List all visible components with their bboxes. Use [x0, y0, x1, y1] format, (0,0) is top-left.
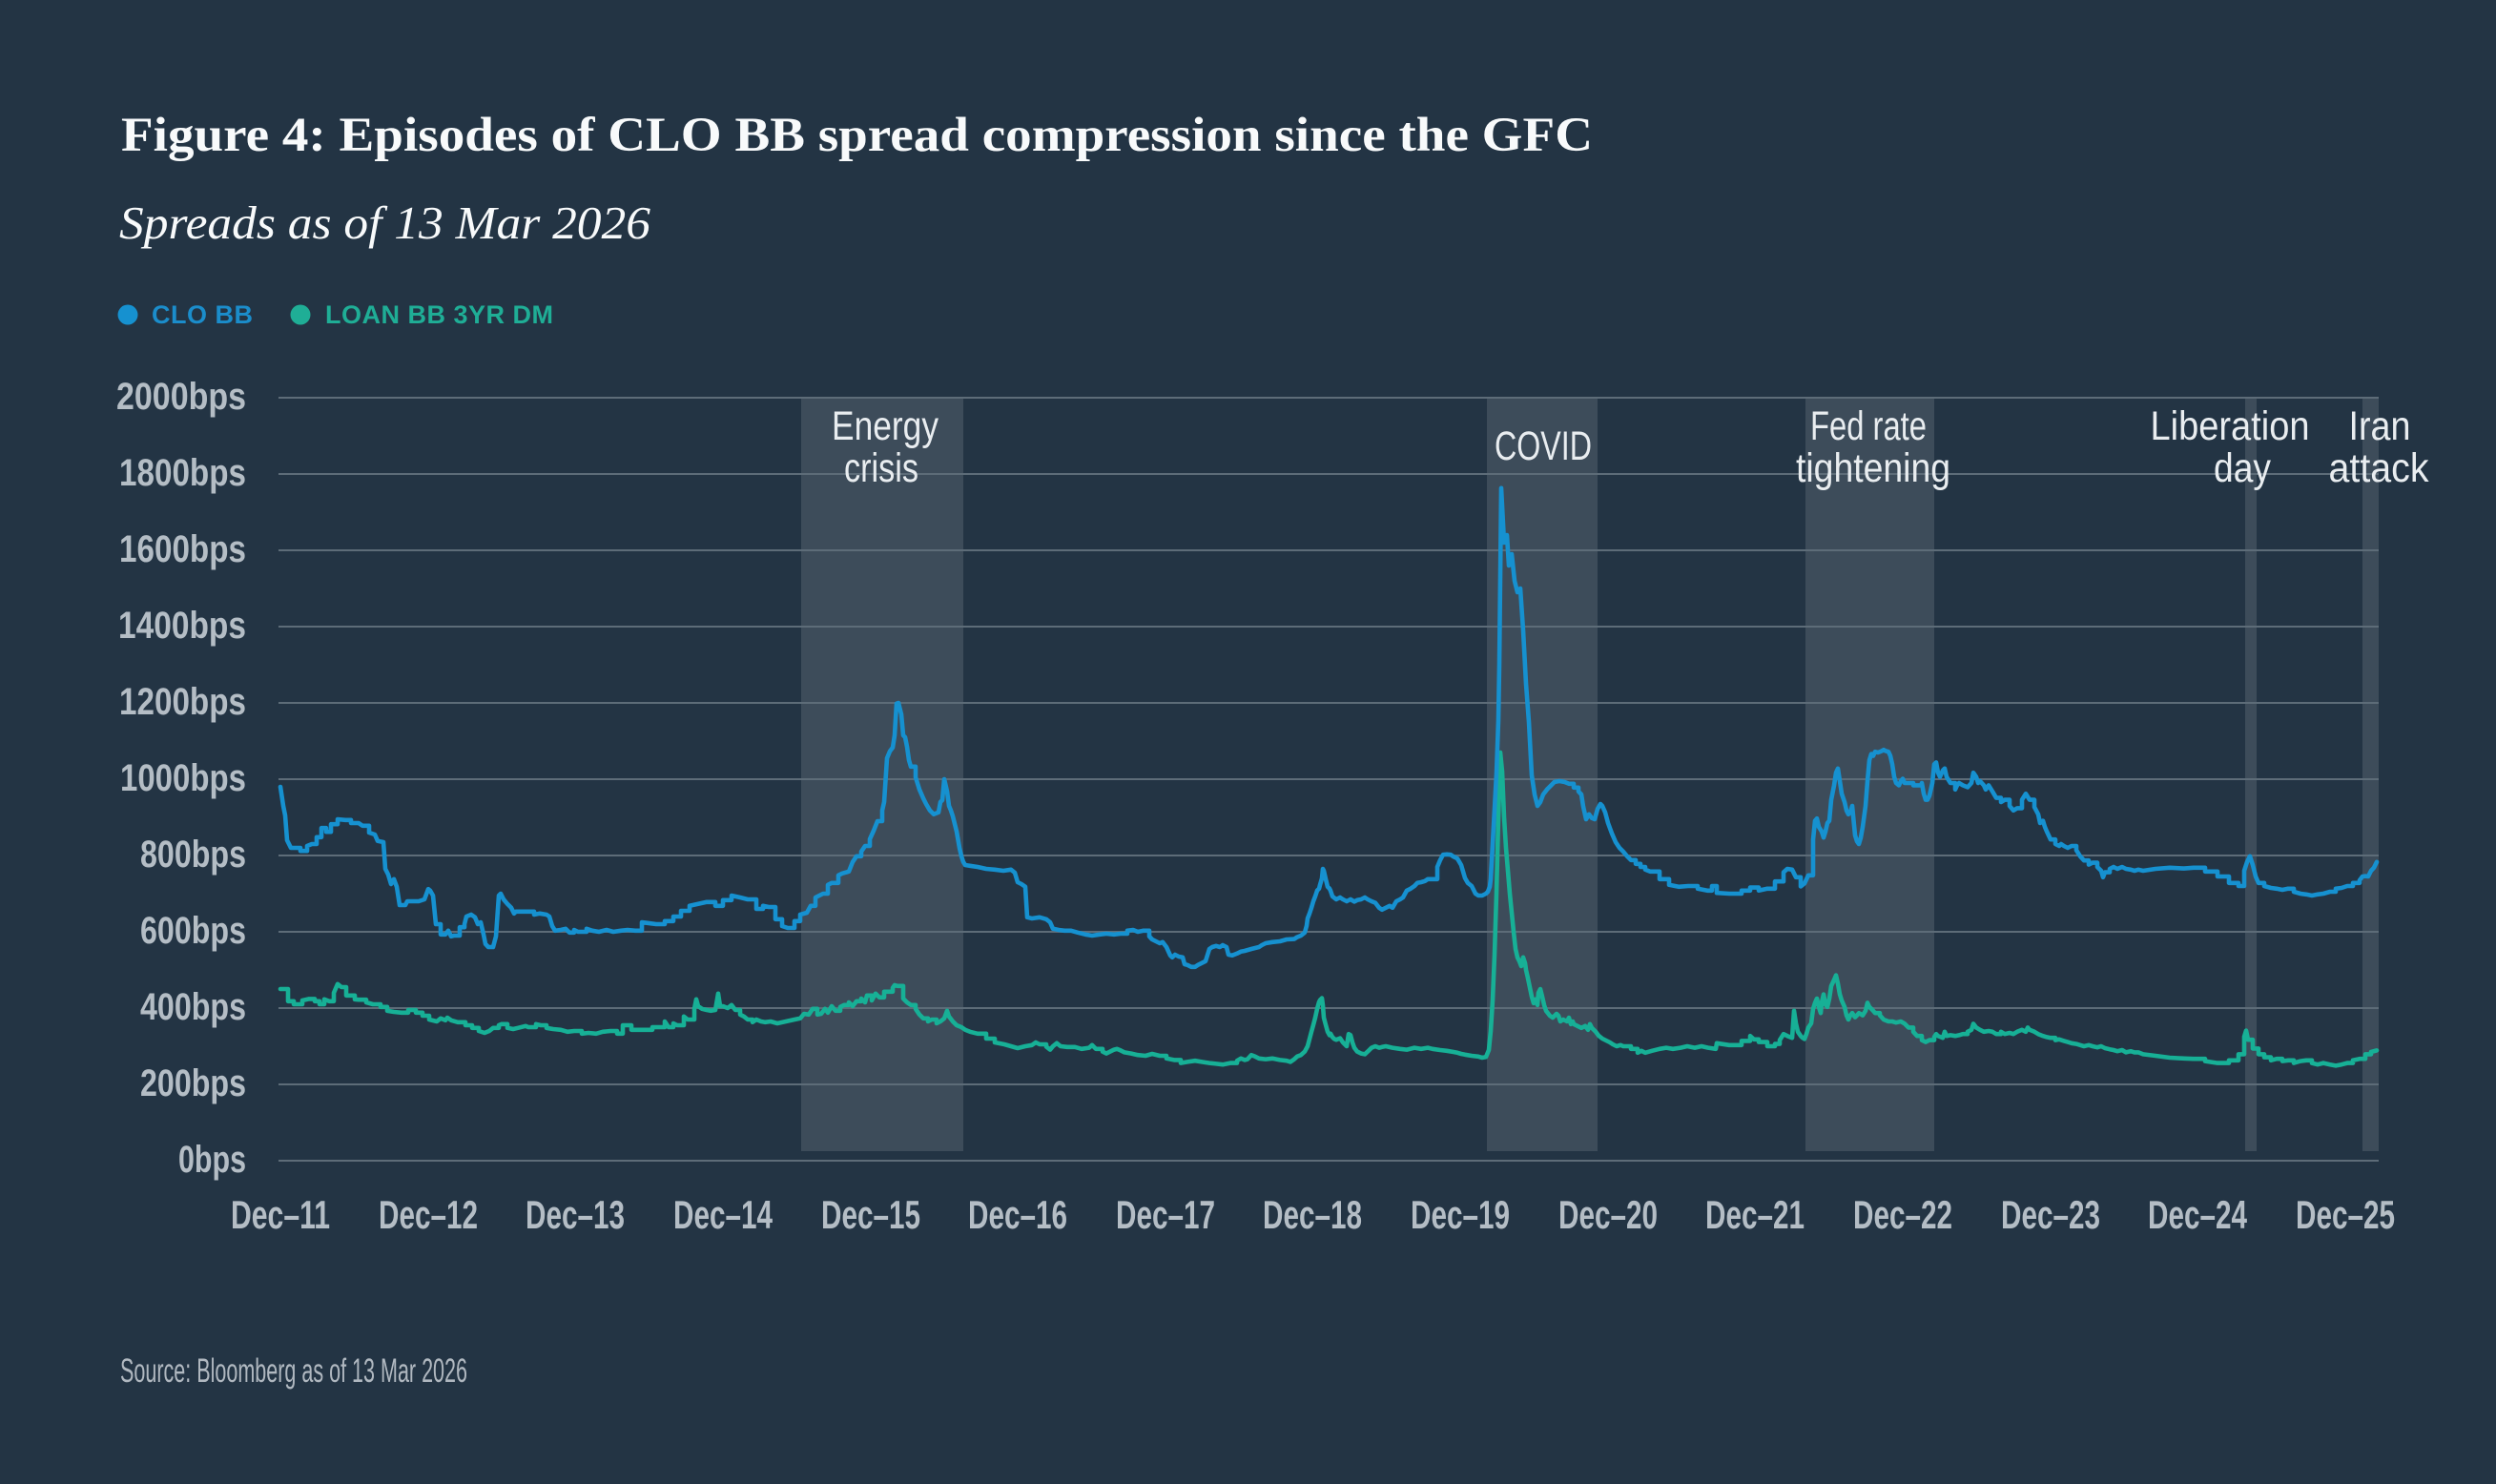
svg-text:200bps: 200bps: [140, 1062, 246, 1104]
svg-text:Iran: Iran: [2349, 403, 2411, 449]
svg-text:attack: attack: [2329, 445, 2429, 491]
svg-text:Dec–22: Dec–22: [1853, 1192, 1952, 1237]
svg-text:Spreads as of 13 Mar 2026: Spreads as of 13 Mar 2026: [119, 196, 651, 249]
svg-text:Dec–16: Dec–16: [968, 1192, 1067, 1237]
svg-text:Dec–25: Dec–25: [2296, 1192, 2395, 1237]
svg-text:Figure 4: Episodes of CLO BB s: Figure 4: Episodes of CLO BB spread comp…: [121, 109, 1593, 162]
svg-text:1000bps: 1000bps: [120, 757, 246, 799]
svg-text:Dec–18: Dec–18: [1263, 1192, 1362, 1237]
svg-text:1400bps: 1400bps: [118, 605, 246, 647]
svg-text:2000bps: 2000bps: [116, 376, 246, 418]
svg-text:COVID: COVID: [1495, 423, 1592, 469]
svg-text:Dec–24: Dec–24: [2148, 1192, 2247, 1237]
svg-text:Dec–17: Dec–17: [1116, 1192, 1215, 1237]
svg-text:tightening: tightening: [1796, 445, 1950, 491]
svg-text:Dec–11: Dec–11: [231, 1192, 330, 1237]
svg-text:0bps: 0bps: [178, 1139, 246, 1181]
svg-text:crisis: crisis: [844, 445, 918, 491]
svg-text:day: day: [2214, 445, 2271, 491]
svg-text:Source: Bloomberg as of 13 Mar: Source: Bloomberg as of 13 Mar 2026: [120, 1352, 467, 1390]
svg-text:Liberation: Liberation: [2151, 403, 2310, 449]
svg-text:400bps: 400bps: [140, 986, 246, 1028]
svg-text:1200bps: 1200bps: [119, 681, 246, 723]
svg-text:Dec–15: Dec–15: [821, 1192, 920, 1237]
svg-text:1600bps: 1600bps: [119, 528, 246, 570]
svg-text:Dec–14: Dec–14: [673, 1192, 773, 1237]
svg-text:600bps: 600bps: [140, 910, 246, 952]
svg-text:Dec–23: Dec–23: [2001, 1192, 2100, 1237]
svg-text:800bps: 800bps: [140, 834, 246, 876]
svg-text:Dec–13: Dec–13: [526, 1192, 625, 1237]
svg-text:CLO BB: CLO BB: [152, 300, 254, 329]
svg-text:Dec–21: Dec–21: [1705, 1192, 1805, 1237]
svg-text:LOAN BB 3YR DM: LOAN BB 3YR DM: [325, 300, 554, 329]
svg-text:Dec–19: Dec–19: [1411, 1192, 1510, 1237]
svg-text:Fed rate: Fed rate: [1810, 403, 1927, 449]
svg-text:Energy: Energy: [832, 403, 939, 449]
svg-text:Dec–12: Dec–12: [379, 1192, 478, 1237]
svg-text:Dec–20: Dec–20: [1558, 1192, 1658, 1237]
svg-text:1800bps: 1800bps: [119, 452, 246, 494]
